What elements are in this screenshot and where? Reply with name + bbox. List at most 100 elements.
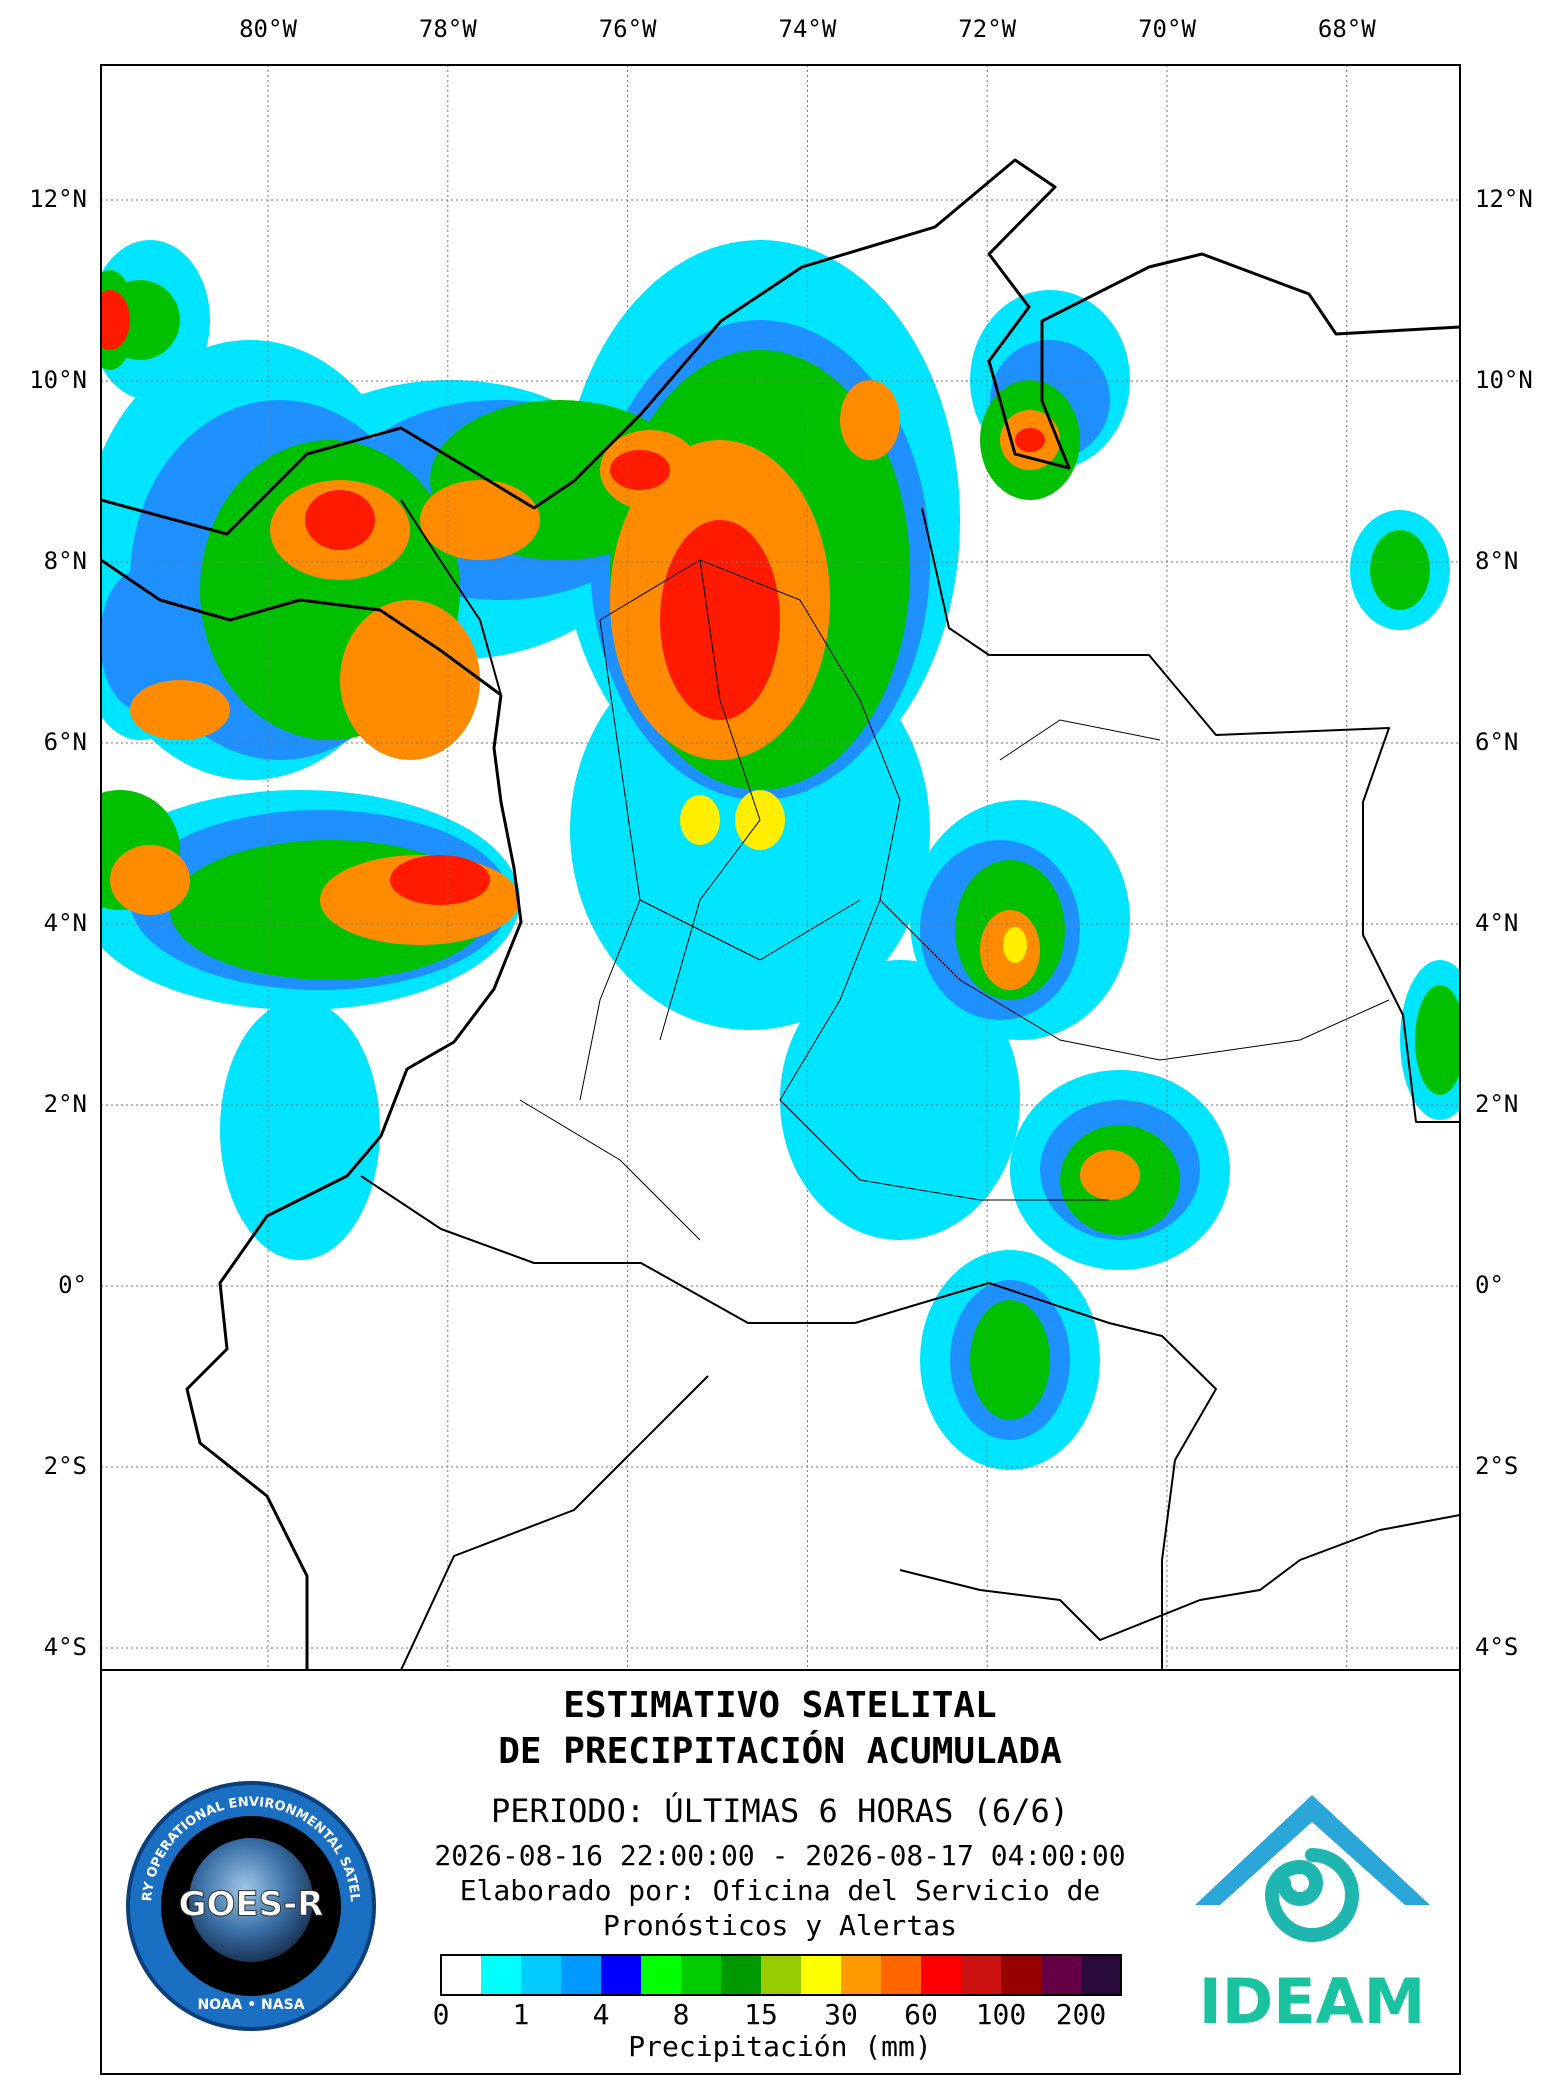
- colorbar-swatch: [441, 1955, 481, 1995]
- colorbar-label: 200: [1056, 1998, 1107, 2031]
- colorbar-swatch: [1041, 1955, 1081, 1995]
- lat-label-right: 2°N: [1475, 1090, 1518, 1118]
- panama-coast: [101, 558, 502, 697]
- lat-label-right: 0°: [1475, 1271, 1504, 1299]
- lat-label-right: 4°N: [1475, 909, 1518, 937]
- precip-cell: [390, 855, 490, 905]
- precip-cell: [220, 1000, 380, 1260]
- colorbar-frame: [440, 1954, 1122, 1996]
- lon-label: 80°W: [239, 15, 297, 43]
- precip-cell: [101, 570, 180, 710]
- colorbar-swatch: [801, 1955, 841, 1995]
- precip-cell: [970, 1300, 1050, 1420]
- colorbar-swatch: [761, 1955, 801, 1995]
- department-borders: [519, 559, 1390, 1241]
- southern-border: [360, 1175, 1217, 1670]
- goes-agencies: NOAA • NASA: [197, 1997, 304, 2013]
- map-area: [101, 65, 1460, 1670]
- precip-cell: [110, 845, 190, 915]
- graticule: [101, 65, 1460, 1670]
- precip-cell: [340, 600, 480, 760]
- colorbar-swatch: [481, 1955, 521, 1995]
- lon-label: 70°W: [1138, 15, 1196, 43]
- ideam-roof: [1195, 1795, 1430, 1905]
- colorbar-label: 60: [904, 1998, 938, 2031]
- caribbean-coast: [101, 158, 1460, 536]
- lon-label: 78°W: [419, 15, 477, 43]
- axis-labels: 80°W 78°W 76°W 74°W 72°W 70°W 68°W 12°N 12°N 10°N…: [29, 15, 1533, 1661]
- lat-label-right: 2°S: [1475, 1452, 1518, 1480]
- colorbar-swatch: [721, 1955, 761, 1995]
- goes-earth: [189, 1838, 313, 1962]
- precip-cell: [420, 480, 540, 560]
- lat-label-left: 0°: [58, 1271, 87, 1299]
- lat-label-right: 8°N: [1475, 547, 1518, 575]
- lat-label-left: 10°N: [29, 366, 87, 394]
- credit-line-2: Pronósticos y Alertas: [603, 1909, 957, 1942]
- colorbar-swatch: [681, 1955, 721, 1995]
- lat-label-left: 4°S: [44, 1633, 87, 1661]
- goes-name: GOES-R: [179, 1885, 324, 1925]
- lat-label-left: 12°N: [29, 185, 87, 213]
- colorbar-label: 8: [673, 1998, 690, 2031]
- precip-cell: [610, 450, 670, 490]
- colombia-venezuela-border: [921, 507, 1460, 1123]
- colorbar-swatch: [601, 1955, 641, 1995]
- ideam-logo: IDEAM: [1195, 1795, 1430, 2038]
- panama-colombia-border: [400, 499, 502, 696]
- colorbar-label: 1: [513, 1998, 530, 2031]
- precip-cell: [130, 680, 230, 740]
- precip-cell: [1015, 428, 1045, 452]
- precip-cell: [1080, 1150, 1140, 1200]
- ideam-swirl: [1264, 1848, 1359, 1942]
- colorbar-swatch: [521, 1955, 561, 1995]
- lat-label-right: 12°N: [1475, 185, 1533, 213]
- lat-label-left: 4°N: [44, 909, 87, 937]
- colorbar-swatch: [841, 1955, 881, 1995]
- ideam-name: IDEAM: [1199, 1965, 1426, 2038]
- colorbar-title: Precipitación (mm): [628, 2030, 931, 2063]
- lat-label-right: 4°S: [1475, 1633, 1518, 1661]
- colorbar-label: 100: [976, 1998, 1027, 2031]
- date-range: 2026-08-16 22:00:00 - 2026-08-17 04:00:0…: [434, 1839, 1125, 1872]
- lon-label: 68°W: [1318, 15, 1376, 43]
- precip-cell: [1003, 927, 1027, 963]
- lon-label: 76°W: [599, 15, 657, 43]
- precip-cell: [840, 380, 900, 460]
- colorbar-label: 4: [593, 1998, 610, 2031]
- lat-label-right: 6°N: [1475, 728, 1518, 756]
- peru-ecuador-border: [400, 1375, 709, 1670]
- colorbar-label: 0: [433, 1998, 450, 2031]
- precip-cell: [1415, 985, 1460, 1095]
- precip-cell: [305, 490, 375, 550]
- lat-label-left: 2°S: [44, 1452, 87, 1480]
- lat-label-left: 6°N: [44, 728, 87, 756]
- colorbar-swatch: [1081, 1955, 1121, 1995]
- colorbar-label: 30: [824, 1998, 858, 2031]
- precip-cell: [680, 795, 720, 845]
- lon-label: 74°W: [779, 15, 837, 43]
- lat-label-left: 2°N: [44, 1090, 87, 1118]
- title-line-2: DE PRECIPITACIÓN ACUMULADA: [498, 1730, 1062, 1772]
- precip-cell: [660, 520, 780, 720]
- amazon-river: [899, 1514, 1460, 1641]
- period: PERIODO: ÚLTIMAS 6 HORAS (6/6): [491, 1791, 1069, 1830]
- precipitation-layer: [101, 240, 1460, 1470]
- precip-cell: [1370, 530, 1430, 610]
- colorbar-swatch: [881, 1955, 921, 1995]
- precip-cell: [101, 290, 130, 350]
- colorbar-swatch: [921, 1955, 961, 1995]
- lat-label-left: 8°N: [44, 547, 87, 575]
- colorbar-label: 15: [744, 1998, 778, 2031]
- credit-line-1: Elaborado por: Oficina del Servicio de: [460, 1874, 1101, 1907]
- colorbar-swatch: [1001, 1955, 1041, 1995]
- pacific-coast: [185, 694, 523, 1670]
- colorbar-swatch: [961, 1955, 1001, 1995]
- colorbar-swatch: [561, 1955, 601, 1995]
- colorbar: 0 1 4 8 15 30 60 100 200: [433, 1954, 1122, 2031]
- precip-cell: [780, 960, 1020, 1240]
- colorbar-swatch: [641, 1955, 681, 1995]
